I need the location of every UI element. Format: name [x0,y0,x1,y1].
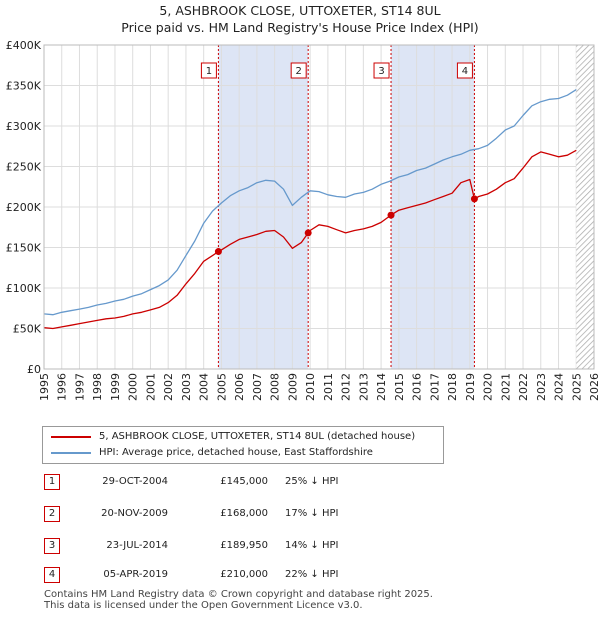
transaction-price: £168,000 [220,508,268,519]
x-tick-label: 2011 [322,373,335,401]
x-tick-label: 2007 [251,373,264,401]
transaction-date: 23-JUL-2014 [106,540,168,551]
x-tick-label: 2024 [553,373,566,401]
transaction-hpi-diff: 22% ↓ HPI [285,569,339,580]
x-tick-label: 2015 [393,373,406,401]
x-tick-label: 2022 [517,373,530,401]
sale-label-box [200,62,217,79]
legend: 5, ASHBROOK CLOSE, UTTOXETER, ST14 8UL (… [42,426,444,464]
transaction-date: 20-NOV-2009 [101,508,168,519]
transaction-number: 4 [44,567,60,583]
sale-label-box [290,62,307,79]
x-tick-label: 2019 [464,373,477,401]
sale-point [214,248,222,256]
future-hatch [576,45,594,369]
sale-label: 4 [462,66,468,77]
transaction-date: 05-APR-2019 [103,569,168,580]
x-tick-label: 2012 [340,373,353,401]
footer-license: This data is licensed under the Open Gov… [44,600,363,611]
sale-label: 1 [206,66,212,77]
transaction-hpi-diff: 17% ↓ HPI [285,508,339,519]
sale-label: 3 [378,66,384,77]
y-tick-label: £300K [6,120,42,133]
legend-label-property: 5, ASHBROOK CLOSE, UTTOXETER, ST14 8UL (… [99,431,416,442]
x-tick-label: 2006 [233,373,246,401]
transaction-hpi-diff: 25% ↓ HPI [285,476,339,487]
transaction-number: 1 [44,474,60,490]
chart-svg: 1 2 3 4 £0 £50K £100K £150K £200K £250K £300K £350K… [6,39,600,401]
x-tick-label: 2008 [269,373,282,401]
x-tick-label: 2005 [215,373,228,401]
y-tick-label: £250K [6,161,42,174]
sale-label: 2 [295,66,301,77]
transaction-date: 29-OCT-2004 [102,476,168,487]
transaction-number: 2 [44,506,60,522]
x-tick-label: 1995 [38,373,51,401]
x-tick-label: 2025 [570,373,583,401]
transaction-row: 4 05-APR-2019 £210,000 22% ↓ HPI [0,566,600,584]
transaction-row: 1 29-OCT-2004 £145,000 25% ↓ HPI [0,473,600,491]
y-tick-label: £50K [13,323,42,336]
x-tick-label: 2017 [428,373,441,401]
x-tick-label: 2003 [180,373,193,401]
transaction-price: £145,000 [220,476,268,487]
transaction-price: £189,950 [220,540,268,551]
x-tick-label: 2021 [499,373,512,401]
x-tick-label: 1998 [91,373,104,401]
chart-title: 5, ASHBROOK CLOSE, UTTOXETER, ST14 8UL [159,3,441,18]
hpi-series-line [43,89,577,316]
legend-swatch-property [51,436,91,438]
x-tick-label: 2009 [286,373,299,401]
x-tick-label: 2020 [482,373,495,401]
y-tick-label: £150K [6,242,42,255]
x-tick-label: 2002 [162,373,175,401]
transaction-price: £210,000 [220,569,268,580]
transaction-hpi-diff: 14% ↓ HPI [285,540,339,551]
footer-copyright: Contains HM Land Registry data © Crown c… [44,589,433,600]
legend-swatch-hpi [51,452,91,454]
transaction-row: 3 23-JUL-2014 £189,950 14% ↓ HPI [0,537,600,555]
x-tick-label: 2026 [588,373,600,401]
x-tick-label: 1999 [109,373,122,401]
x-tick-label: 2014 [375,373,388,401]
sale-label-box [456,62,473,79]
legend-label-hpi: HPI: Average price, detached house, East… [99,447,373,458]
x-tick-label: 2013 [357,373,370,401]
y-tick-label: £400K [6,39,42,52]
y-tick-label: £0 [27,363,41,376]
sale-point [387,211,395,219]
y-tick-label: £100K [6,282,42,295]
plot-frame [43,44,595,370]
x-tick-label: 2004 [198,373,211,401]
transaction-number: 3 [44,538,60,554]
x-tick-label: 2023 [535,373,548,401]
x-tick-label: 2001 [144,373,157,401]
x-tick-label: 1996 [56,373,69,401]
x-tick-label: 2016 [411,373,424,401]
x-tick-label: 2000 [127,373,140,401]
x-tick-label: 2010 [304,373,317,401]
y-tick-label: £200K [6,201,42,214]
chart-subtitle: Price paid vs. HM Land Registry's House … [121,20,479,35]
x-tick-label: 1997 [73,373,86,401]
x-tick-label: 2018 [446,373,459,401]
sale-label-box [373,62,390,79]
sale-point [470,195,478,203]
y-tick-label: £350K [6,80,42,93]
sale-point [304,229,312,237]
transaction-row: 2 20-NOV-2009 £168,000 17% ↓ HPI [0,505,600,523]
